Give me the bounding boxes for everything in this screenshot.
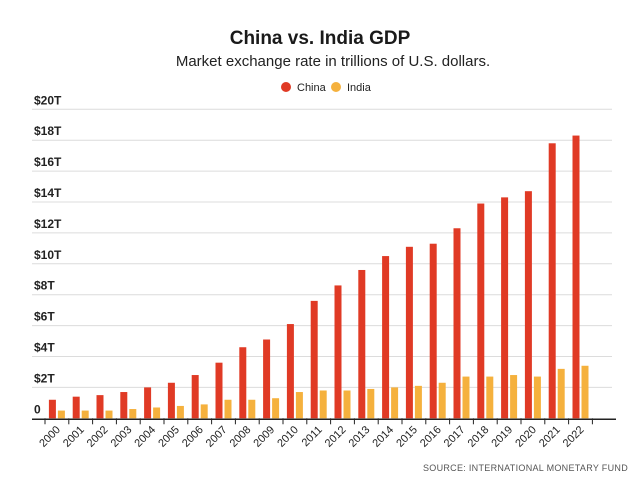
bar-india-2010 — [295, 392, 303, 419]
legend-label-china: China — [297, 82, 327, 94]
bar-china-2021 — [548, 143, 556, 419]
bar-china-2005 — [167, 382, 175, 419]
x-tick-label: 2000 — [37, 424, 63, 450]
bar-china-2009 — [263, 339, 271, 419]
y-tick-label: 0 — [34, 402, 41, 416]
x-tick-label: 2016 — [418, 424, 444, 450]
bar-india-2001 — [81, 410, 89, 419]
x-tick-label: 2001 — [61, 424, 87, 450]
x-tick-label: 2017 — [442, 424, 468, 450]
legend-label-india: India — [347, 82, 372, 94]
bar-india-2013 — [367, 388, 375, 419]
bar-china-2010 — [286, 324, 294, 419]
bar-china-2000 — [48, 399, 56, 419]
y-tick-label: $8T — [34, 279, 55, 293]
y-tick-label: $2T — [34, 371, 55, 385]
y-tick-label: $10T — [34, 248, 62, 262]
bar-china-2019 — [501, 197, 509, 419]
chart-subtitle: Market exchange rate in trillions of U.S… — [176, 53, 490, 70]
y-tick-label: $16T — [34, 155, 62, 169]
bar-india-2021 — [557, 368, 565, 419]
bar-china-2001 — [72, 396, 80, 419]
x-tick-label: 2008 — [228, 424, 254, 450]
bar-china-2020 — [524, 191, 532, 419]
bar-china-2012 — [334, 285, 342, 419]
bar-china-2006 — [191, 375, 199, 419]
bar-india-2019 — [510, 375, 518, 419]
x-tick-label: 2013 — [347, 424, 373, 450]
bar-india-2011 — [319, 390, 327, 419]
bar-india-2006 — [200, 404, 208, 419]
bar-india-2004 — [153, 407, 161, 419]
x-tick-label: 2002 — [85, 424, 111, 450]
y-tick-label: $14T — [34, 186, 62, 200]
gridlines: 0 $2T $4T $6T $8T $10T $12T $14T $16T $18T $20T — [32, 93, 612, 416]
x-tick-label: 2005 — [156, 424, 182, 450]
bar-india-2014 — [391, 387, 399, 419]
bar-china-2002 — [96, 395, 104, 419]
bar-india-2009 — [272, 398, 280, 419]
bar-india-2007 — [224, 399, 232, 419]
y-tick-label: $20T — [34, 93, 62, 107]
bar-india-2016 — [438, 382, 446, 419]
legend: China India — [281, 82, 372, 94]
x-tick-label: 2010 — [275, 424, 301, 450]
y-tick-label: $18T — [34, 124, 62, 138]
bar-india-2018 — [486, 376, 494, 419]
x-tick-label: 2020 — [513, 424, 539, 450]
bar-india-2015 — [414, 385, 422, 419]
bar-china-2004 — [144, 387, 152, 419]
legend-swatch-china — [281, 82, 291, 92]
x-tick-label: 2007 — [204, 424, 230, 450]
bar-china-2018 — [477, 203, 485, 419]
x-tick-label: 2018 — [466, 424, 492, 450]
y-tick-label: $4T — [34, 341, 55, 355]
x-tick-label: 2015 — [394, 424, 420, 450]
bar-china-2008 — [239, 347, 247, 419]
bar-china-2014 — [382, 256, 390, 419]
bar-india-2005 — [176, 405, 184, 419]
bar-china-2022 — [572, 135, 580, 419]
x-tick-label: 2021 — [537, 424, 563, 450]
x-tick-label: 2006 — [180, 424, 206, 450]
bar-china-2007 — [215, 362, 223, 419]
bar-india-2017 — [462, 376, 470, 419]
bar-india-2012 — [343, 390, 351, 419]
bar-china-2003 — [120, 392, 128, 419]
y-tick-label: $12T — [34, 217, 62, 231]
bar-china-2013 — [358, 269, 366, 419]
bar-india-2000 — [57, 410, 65, 419]
x-tick-label: 2011 — [300, 424, 325, 449]
x-tick-label: 2003 — [109, 424, 135, 450]
bar-china-2011 — [310, 300, 318, 419]
bar-india-2003 — [129, 409, 137, 419]
x-tick-label: 2009 — [251, 424, 277, 450]
x-axis: 2000200120022003200420052006200720082009… — [32, 418, 616, 450]
bar-india-2020 — [533, 376, 541, 419]
source-note: SOURCE: INTERNATIONAL MONETARY FUND — [423, 463, 628, 473]
bars — [48, 135, 589, 419]
legend-swatch-india — [331, 82, 341, 92]
x-tick-label: 2014 — [370, 424, 396, 450]
x-tick-label: 2019 — [489, 424, 515, 450]
bar-india-2022 — [581, 365, 589, 419]
bar-china-2017 — [453, 228, 461, 419]
bar-india-2008 — [248, 399, 256, 419]
bar-india-2002 — [105, 410, 113, 419]
x-tick-label: 2004 — [132, 424, 158, 450]
bar-china-2015 — [405, 246, 413, 419]
x-tick-label: 2022 — [561, 424, 587, 450]
x-tick-label: 2012 — [323, 424, 349, 450]
chart-title: China vs. India GDP — [230, 28, 411, 49]
y-tick-label: $6T — [34, 310, 55, 324]
bar-china-2016 — [429, 243, 437, 419]
